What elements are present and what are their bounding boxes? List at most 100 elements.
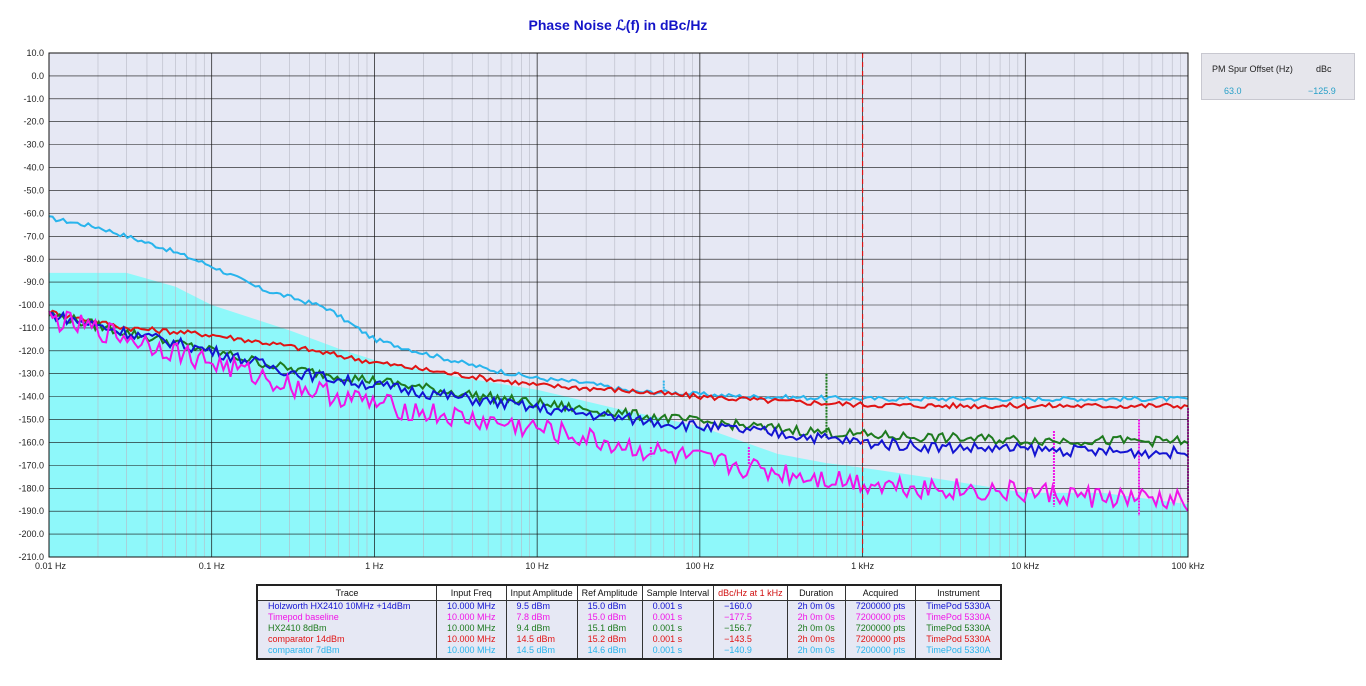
y-tick-label: -170.0 — [18, 460, 44, 470]
legend-cell: 15.0 dBm — [576, 612, 643, 623]
legend-header: Trace — [256, 584, 437, 601]
pm-spur-table: PM Spur Offset (Hz) dBc 63.0 −125.9 — [1201, 53, 1355, 100]
spur-offset-header: PM Spur Offset (Hz) — [1212, 64, 1293, 74]
legend-cell: −160.0 — [713, 600, 788, 612]
legend-cell: 10.000 MHz — [436, 623, 507, 634]
legend-header: Sample Interval — [641, 584, 715, 601]
legend-trace-name: HX2410 8dBm — [256, 623, 437, 634]
legend-cell: 2h 0m 0s — [786, 612, 846, 623]
legend-row: HX2410 8dBm 10.000 MHz 9.4 dBm 15.1 dBm 0.00… — [256, 623, 1002, 634]
x-tick-label: 100 kHz — [1171, 561, 1205, 571]
legend-cell: −177.5 — [713, 612, 788, 623]
y-tick-label: -200.0 — [18, 529, 44, 539]
y-tick-label: -10.0 — [23, 94, 44, 104]
y-tick-label: -160.0 — [18, 437, 44, 447]
legend-cell: 15.1 dBm — [576, 623, 643, 634]
legend-row: comparator 14dBm 10.000 MHz 14.5 dBm 15.2 d… — [256, 634, 1002, 645]
legend-cell: −143.5 — [713, 634, 788, 645]
y-tick-label: 0.0 — [31, 71, 44, 81]
legend-cell: 7200000 pts — [844, 623, 917, 634]
legend-cell: 14.6 dBm — [576, 645, 643, 659]
legend-cell: 15.2 dBm — [576, 634, 643, 645]
legend-cell: 7200000 pts — [844, 645, 917, 659]
x-tick-label: 1 kHz — [851, 561, 875, 571]
series-line — [48, 309, 1189, 410]
legend-cell: 0.001 s — [641, 600, 715, 612]
x-tick-label: 0.01 Hz — [35, 561, 67, 571]
y-tick-label: -20.0 — [23, 117, 44, 127]
y-tick-label: -50.0 — [23, 185, 44, 195]
legend-cell: 10.000 MHz — [436, 600, 507, 612]
legend-cell: 0.001 s — [641, 612, 715, 623]
y-tick-label: -120.0 — [18, 346, 44, 356]
spur-dbc-header: dBc — [1316, 64, 1332, 74]
y-tick-label: 10.0 — [26, 48, 44, 58]
legend-cell: 2h 0m 0s — [786, 623, 846, 634]
legend-cell: TimePod 5330A — [915, 612, 1002, 623]
legend-row: Timepod baseline 10.000 MHz 7.8 dBm 15.0 dB… — [256, 612, 1002, 623]
y-tick-label: -30.0 — [23, 140, 44, 150]
y-tick-label: -60.0 — [23, 208, 44, 218]
y-tick-label: -140.0 — [18, 392, 44, 402]
legend-cell: TimePod 5330A — [915, 634, 1002, 645]
phase-noise-plot: 10.0 0.0 -10.0 -20.0 -30.0 -40.0 -50.0 -60.0 -70… — [18, 48, 1205, 571]
legend-cell: 10.000 MHz — [436, 612, 507, 623]
y-tick-label: -80.0 — [23, 254, 44, 264]
legend-cell: 7200000 pts — [844, 600, 917, 612]
legend-cell: TimePod 5330A — [915, 645, 1002, 659]
y-tick-label: -90.0 — [23, 277, 44, 287]
legend-row: Holzworth HX2410 10MHz +14dBm 10.000 MHz 9… — [256, 600, 1002, 612]
x-tick-label: 10 Hz — [525, 561, 549, 571]
legend-header: Duration — [786, 584, 846, 601]
legend-cell: 15.0 dBm — [576, 600, 643, 612]
series-line — [48, 310, 1189, 512]
legend-cell: 9.5 dBm — [505, 600, 578, 612]
legend-cell: TimePod 5330A — [915, 623, 1002, 634]
legend-header: Acquired — [844, 584, 917, 601]
legend-cell: 0.001 s — [641, 634, 715, 645]
series-line — [48, 310, 1189, 460]
trace-legend-table: Trace Input Freq Input Amplitude Ref Amp… — [256, 584, 1003, 660]
legend-trace-name: comparator 7dBm — [256, 645, 437, 659]
legend-cell: 2h 0m 0s — [786, 645, 846, 659]
x-tick-label: 100 Hz — [686, 561, 715, 571]
legend-cell: 7200000 pts — [844, 634, 917, 645]
legend-cell: 0.001 s — [641, 623, 715, 634]
legend-trace-name: Timepod baseline — [256, 612, 437, 623]
legend-header-row: Trace Input Freq Input Amplitude Ref Amp… — [256, 584, 1002, 601]
legend-header: Ref Amplitude — [576, 584, 643, 601]
legend-header: dBc/Hz at 1 kHz — [713, 584, 788, 601]
y-tick-label: -130.0 — [18, 369, 44, 379]
x-tick-label: 10 kHz — [1011, 561, 1040, 571]
spur-offset-value: 63.0 — [1224, 86, 1242, 96]
legend-header: Instrument — [915, 584, 1002, 601]
plot-border — [48, 52, 1189, 558]
y-tick-label: -210.0 — [18, 552, 44, 562]
y-tick-label: -150.0 — [18, 415, 44, 425]
y-tick-label: -70.0 — [23, 231, 44, 241]
legend-cell: 14.5 dBm — [505, 645, 578, 659]
legend-header: Input Amplitude — [505, 584, 578, 601]
legend-cell: 10.000 MHz — [436, 634, 507, 645]
legend-header: Input Freq — [436, 584, 507, 601]
legend-cell: 14.5 dBm — [505, 634, 578, 645]
spur-dbc-value: −125.9 — [1308, 86, 1336, 96]
x-tick-label: 0.1 Hz — [199, 561, 226, 571]
chart-title: Phase Noise ℒ(f) in dBc/Hz — [528, 17, 708, 33]
y-tick-label: -40.0 — [23, 163, 44, 173]
legend-cell: 0.001 s — [641, 645, 715, 659]
x-tick-label: 1 Hz — [365, 561, 384, 571]
legend-cell: 2h 0m 0s — [786, 634, 846, 645]
legend-cell: 7.8 dBm — [505, 612, 578, 623]
legend-cell: 7200000 pts — [844, 612, 917, 623]
y-tick-label: -110.0 — [19, 323, 44, 333]
y-tick-label: -190.0 — [18, 506, 44, 516]
y-tick-label: -100.0 — [18, 300, 44, 310]
y-tick-label: -180.0 — [18, 483, 44, 493]
legend-trace-name: comparator 14dBm — [256, 634, 437, 645]
legend-cell: 9.4 dBm — [505, 623, 578, 634]
legend-row: comparator 7dBm 10.000 MHz 14.5 dBm 14.6 dB… — [256, 645, 1002, 659]
legend-cell: −140.9 — [713, 645, 788, 659]
legend-trace-name: Holzworth HX2410 10MHz +14dBm — [256, 600, 437, 612]
legend-cell: −156.7 — [713, 623, 788, 634]
